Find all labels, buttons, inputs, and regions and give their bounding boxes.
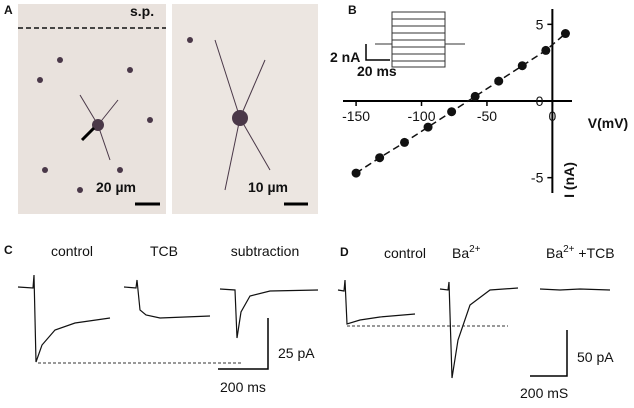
scale-label: 200 ms bbox=[220, 379, 266, 395]
data-point bbox=[447, 107, 457, 117]
protocol-inset bbox=[365, 11, 465, 68]
x-axis-label: V(mV) bbox=[588, 115, 628, 131]
data-point bbox=[517, 61, 527, 71]
trace-label: Ba2+ +TCB bbox=[546, 244, 615, 261]
micrograph bbox=[18, 4, 166, 214]
arrow bbox=[80, 126, 96, 142]
data-point bbox=[560, 29, 570, 39]
ion: Ba bbox=[452, 245, 469, 261]
scale-label: 25 pA bbox=[278, 345, 315, 361]
trace bbox=[337, 279, 416, 325]
y-tick-label: -5 bbox=[531, 170, 544, 186]
data-point bbox=[351, 168, 361, 178]
x-tick-label: -50 bbox=[477, 108, 497, 124]
trace-label: control bbox=[51, 243, 93, 259]
panel-letter: B bbox=[348, 3, 357, 17]
micrograph bbox=[172, 4, 318, 214]
data-point bbox=[375, 153, 385, 163]
scale-bar bbox=[530, 330, 568, 377]
dendrites bbox=[79, 39, 271, 191]
layer-label: s.p. bbox=[130, 3, 154, 19]
data-point bbox=[494, 76, 504, 86]
data-point bbox=[423, 122, 433, 132]
ion-charge: 2+ bbox=[469, 244, 481, 255]
panel-letter: A bbox=[4, 3, 13, 17]
x-tick-label: -150 bbox=[342, 108, 370, 124]
data-point bbox=[541, 45, 551, 55]
trace bbox=[123, 279, 211, 319]
data-point bbox=[400, 137, 410, 147]
iv-chart: -150 -100 -50 0-505 bbox=[342, 9, 572, 193]
trace bbox=[439, 281, 519, 379]
scale-bar bbox=[218, 318, 269, 370]
trace-label: control bbox=[384, 245, 426, 261]
y-axis-label: I (nA) bbox=[561, 162, 577, 198]
drug: +TCB bbox=[575, 245, 615, 261]
x-tick-label: 0 bbox=[548, 108, 556, 124]
x-tick-label: -100 bbox=[407, 108, 435, 124]
scale-label: 200 mS bbox=[520, 385, 568, 401]
ion: Ba bbox=[546, 245, 563, 261]
scale-label: 20 µm bbox=[96, 179, 136, 195]
scale-label: 10 µm bbox=[248, 179, 288, 195]
panel-letter: D bbox=[340, 245, 349, 259]
ion-charge: 2+ bbox=[563, 244, 575, 255]
scale-label: 50 pA bbox=[577, 349, 614, 365]
data-point bbox=[470, 91, 480, 101]
inset-scale: 20 ms bbox=[357, 63, 397, 79]
trace-label: subtraction bbox=[231, 243, 299, 259]
trace-label: TCB bbox=[150, 243, 178, 259]
trace bbox=[219, 288, 319, 339]
trace-label: Ba2+ bbox=[452, 244, 481, 261]
y-tick-label: 0 bbox=[536, 93, 544, 109]
trace bbox=[17, 274, 111, 363]
trace bbox=[539, 288, 611, 291]
fit-line bbox=[355, 32, 566, 174]
panel-letter: C bbox=[4, 243, 13, 257]
y-tick-label: 5 bbox=[536, 16, 544, 32]
inset-scale: 2 nA bbox=[330, 49, 360, 65]
